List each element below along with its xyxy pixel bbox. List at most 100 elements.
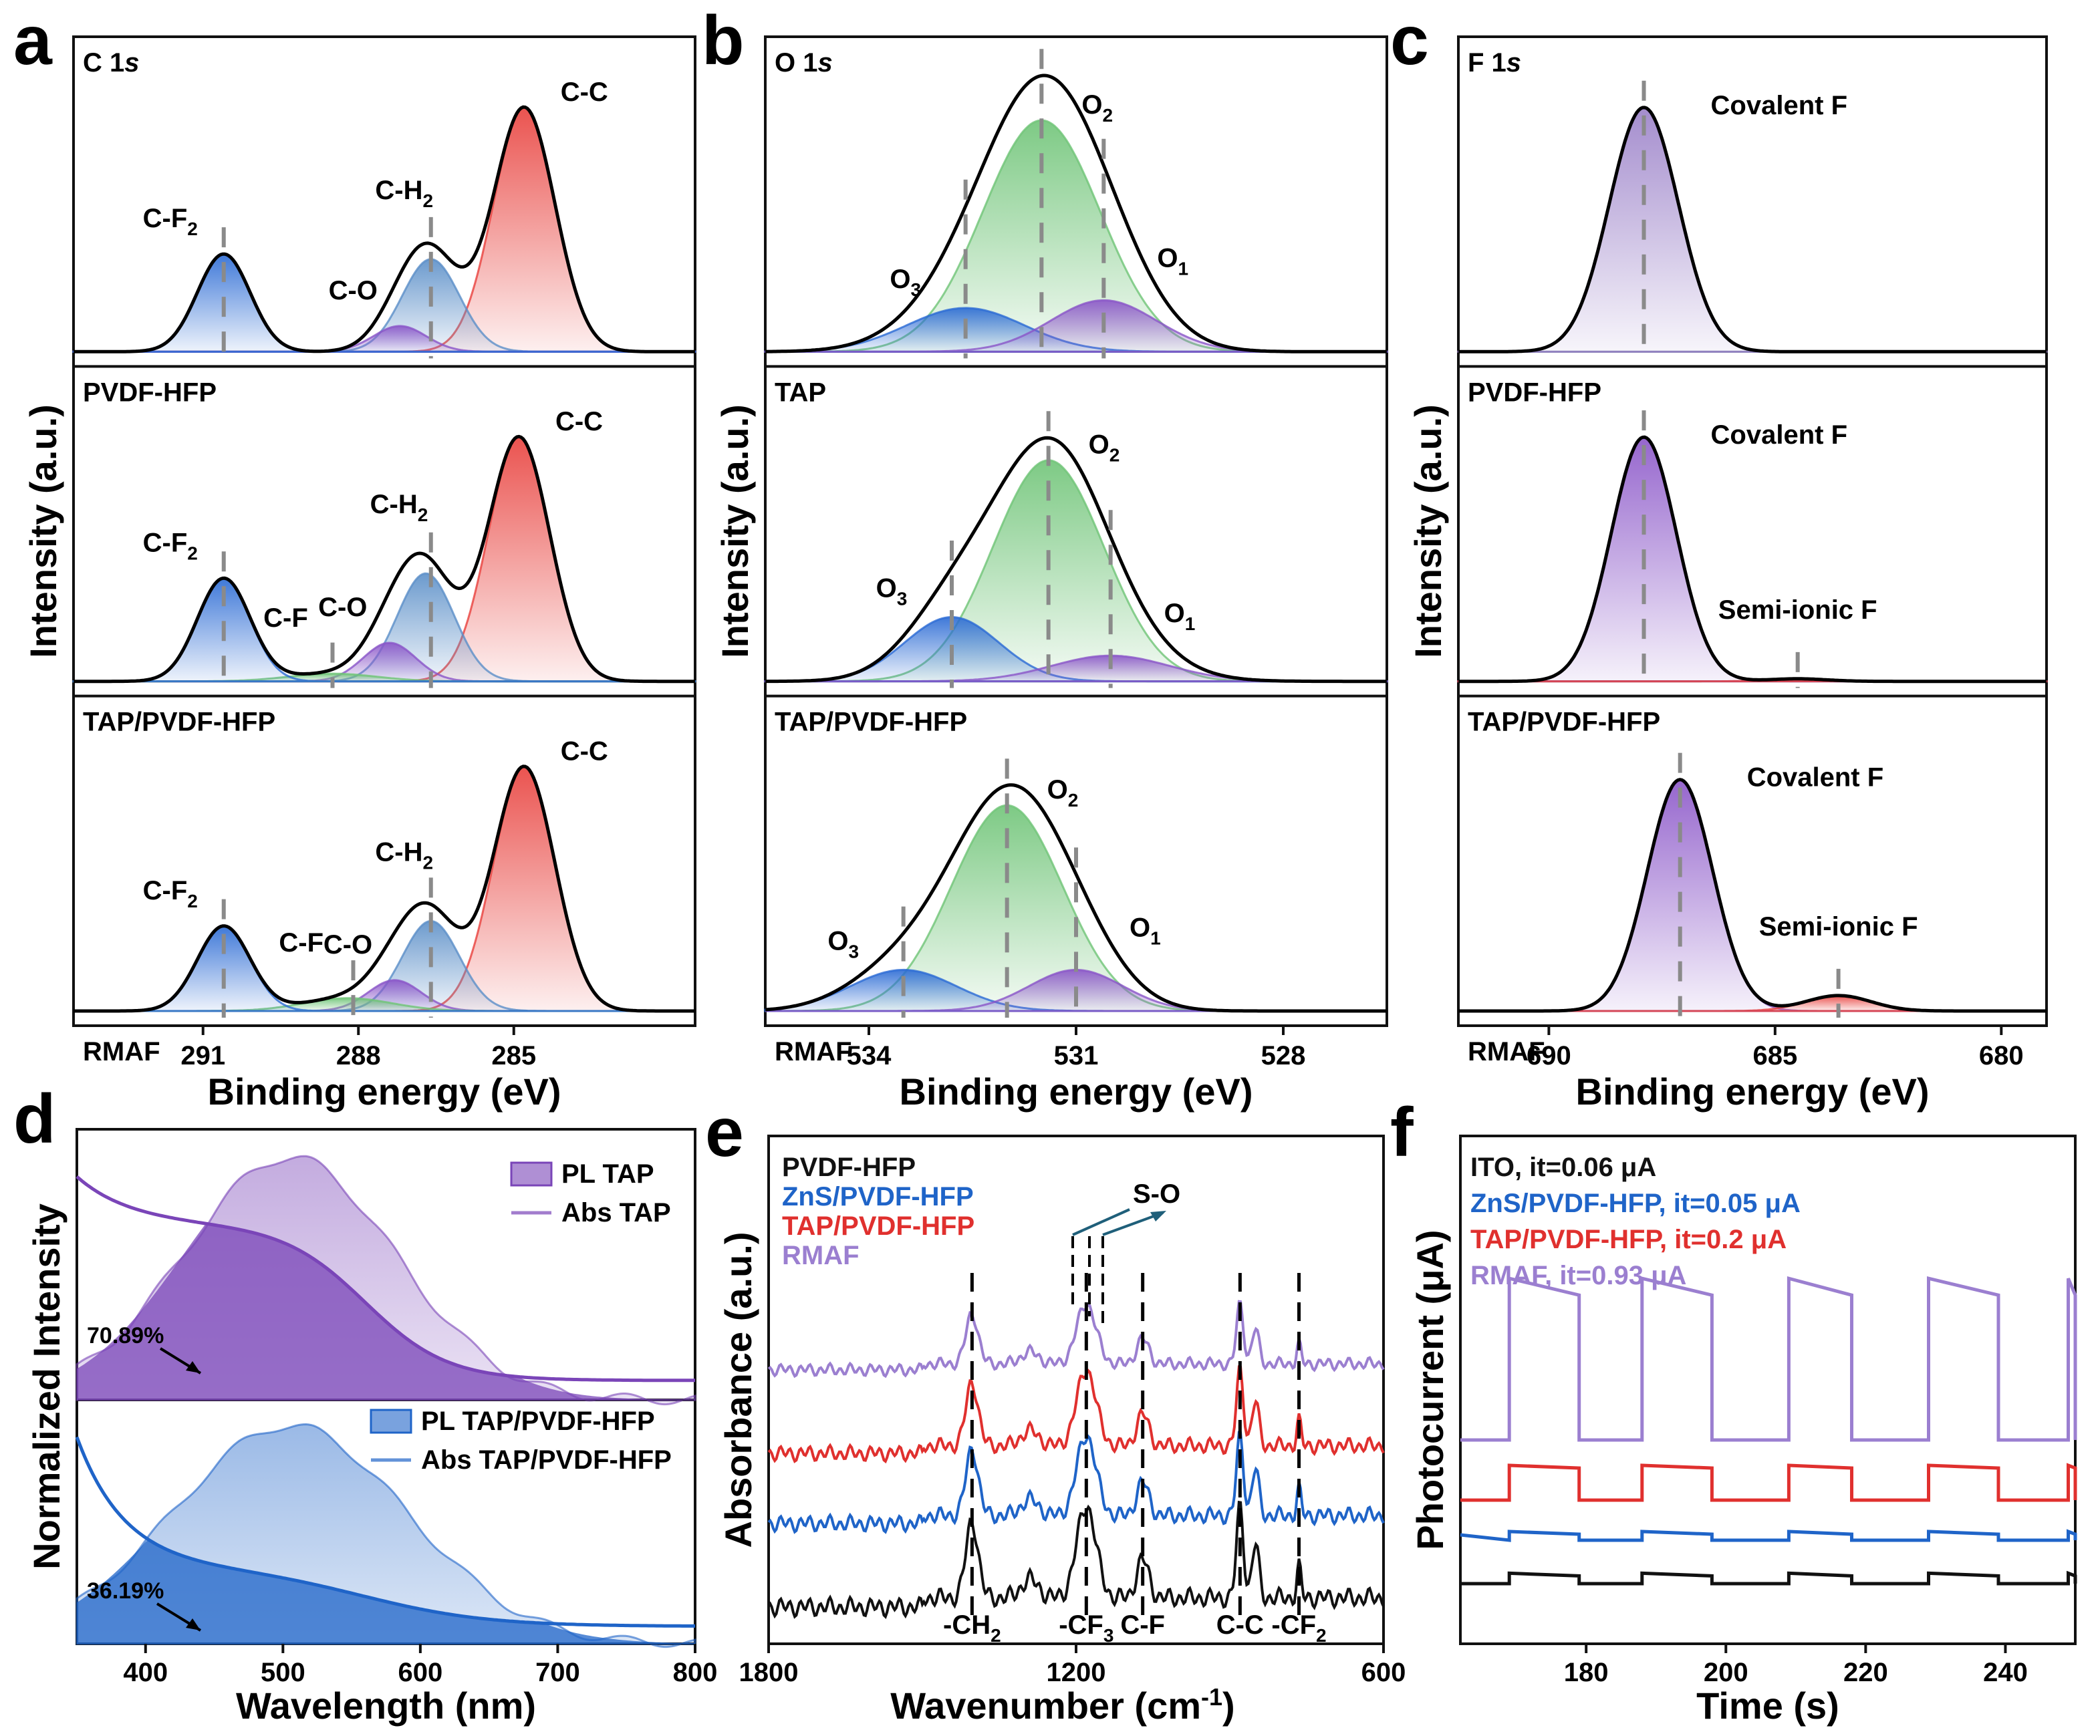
legend-label: Abs TAP — [561, 1198, 671, 1227]
peak-label-sub: 2 — [1068, 790, 1079, 811]
peak-label: Covalent F — [1711, 420, 1847, 450]
panel-a-frame — [72, 35, 696, 1027]
arrow-head — [186, 1361, 201, 1373]
x-tick-label: 220 — [1843, 1658, 1888, 1687]
panel-title: F 1s — [1468, 48, 1521, 78]
y-axis-label: Normalized Intensity — [25, 1203, 68, 1570]
legend-label: PL TAP — [561, 1159, 654, 1189]
panel-letter-e: e — [705, 1094, 744, 1171]
peak-label-main: O — [1164, 599, 1185, 628]
panel-f: ITO, it=0.06 μA ZnS/PVDF-HFP, it=0.05 μA T… — [1409, 1135, 2077, 1727]
overlap-area — [77, 1223, 695, 1400]
x-tick-label: 400 — [123, 1658, 168, 1687]
peak-label: O3 — [827, 926, 859, 962]
y-axis-label: Intensity (a.u.) — [1407, 404, 1449, 658]
peak-label-main: C-F — [143, 204, 188, 233]
panel-title: O 1s — [775, 48, 833, 78]
peak-label-main: C-H — [375, 837, 422, 867]
peak-label-sub: 3 — [897, 588, 908, 609]
photocurrent-1 — [1460, 1529, 2077, 1542]
peak-label: C-F2 — [143, 529, 198, 564]
x-tick-label: 291 — [180, 1041, 225, 1070]
peak-label-main: O — [827, 926, 848, 956]
sample-label: PVDF-HFP — [83, 378, 217, 407]
arrow-head — [186, 1618, 201, 1630]
peak-line-label: -CF2 — [1271, 1610, 1326, 1646]
photocurrent-2 — [1460, 1463, 2077, 1502]
x-tick-label: 531 — [1054, 1041, 1099, 1070]
envelope-rmaf — [765, 783, 1387, 1013]
peak-label-sub: 1 — [1150, 927, 1161, 948]
peak-label: O2 — [1081, 90, 1113, 126]
peak-label: Covalent F — [1711, 91, 1847, 120]
peak-label-main: O — [1130, 913, 1150, 942]
peak-label-sub: 2 — [418, 504, 428, 525]
peak-label: O1 — [1130, 913, 1161, 948]
peak-label-main: O — [1089, 430, 1109, 460]
legend-label: PVDF-HFP — [782, 1153, 916, 1182]
peak-label: Semi-ionic F — [1759, 912, 1918, 942]
x-axis-label: Binding energy (eV) — [208, 1070, 561, 1113]
peak-label: O2 — [1089, 430, 1120, 466]
peak-line-label: -CF3 — [1059, 1610, 1113, 1646]
peak-line-label: C-F — [1120, 1610, 1165, 1640]
x-tick-label: 288 — [336, 1041, 381, 1070]
y-axis-label: Absorbance (a.u.) — [717, 1232, 759, 1548]
peak-label-sub: 2 — [1102, 105, 1113, 126]
annotation: 36.19% — [87, 1578, 164, 1604]
x-tick-label: 180 — [1564, 1658, 1609, 1687]
peak-label: C-C — [561, 78, 608, 107]
sample-label: RMAF — [775, 1037, 852, 1066]
x-tick-label: 685 — [1752, 1041, 1797, 1070]
peak-line-label-main: -CH — [943, 1610, 991, 1640]
panel-a: PVDF-HFP TAP/PVDF-HFP RMAF C 1s 291 288 285Bin… — [22, 35, 696, 1113]
abs-line — [75, 1436, 695, 1628]
panel-letter-c: c — [1390, 2, 1429, 80]
x-axis-label: Binding energy (eV) — [1576, 1070, 1930, 1113]
peak-label: C-H2 — [375, 837, 433, 873]
x-tick-label: 700 — [535, 1658, 580, 1687]
y-axis-label: Intensity (a.u.) — [714, 404, 756, 658]
legend-label: ITO, it=0.06 μA — [1470, 1153, 1656, 1182]
peak-label: C-H2 — [370, 490, 428, 525]
spectrum-pvdf-hfp — [767, 1500, 1385, 1619]
envelope-tap/pvdf-hfp — [1458, 435, 2047, 684]
panel-c: PVDF-HFP TAP/PVDF-HFP RMAF F 1s 690 685 680 Bin… — [1407, 35, 2048, 1113]
peak-label: O2 — [1047, 775, 1079, 811]
peak-label-sub: 2 — [1109, 445, 1120, 466]
abs-line — [76, 1175, 695, 1383]
peak-label-sub: 2 — [423, 190, 434, 211]
spectrum-zns-pvdf-hfp — [767, 1431, 1385, 1534]
peak-label: O3 — [876, 573, 908, 609]
x-tick-label: 528 — [1261, 1041, 1306, 1070]
peak-label-main: C-H — [370, 490, 418, 519]
peak-label-sub: 2 — [423, 852, 434, 873]
legend-label: TAP/PVDF-HFP — [782, 1211, 974, 1241]
peak-line-label-sub: 2 — [1316, 1625, 1327, 1646]
peak-label: C-O — [329, 276, 378, 305]
panel-letter-f: f — [1390, 1094, 1414, 1171]
peak-label: C-O — [323, 930, 372, 960]
peak-label-main: O — [890, 265, 910, 294]
envelope-pvdf-hfp — [74, 105, 695, 353]
x-axis-label-sup: -1 — [1201, 1683, 1222, 1711]
peak-label: C-O — [318, 593, 367, 622]
peak-label-main: O — [1157, 243, 1178, 273]
peak-label: O3 — [890, 265, 921, 300]
peak-line-label: -CH2 — [943, 1610, 1001, 1646]
sample-label: PVDF-HFP — [1468, 378, 1601, 407]
spectrum-rmaf — [767, 1300, 1385, 1379]
peak-label: Semi-ionic F — [1718, 595, 1877, 625]
peak-label: O1 — [1157, 243, 1188, 279]
peak-label: C-F2 — [143, 204, 198, 239]
peak-label-main: C-F — [143, 529, 188, 558]
peak-label-sub: 1 — [1178, 258, 1188, 279]
x-axis-label-end: ) — [1222, 1685, 1235, 1727]
peak-label-sub: 3 — [910, 279, 921, 300]
legend-label: PL TAP/PVDF-HFP — [421, 1407, 655, 1436]
envelope-tap/pvdf-hfp — [74, 434, 695, 684]
